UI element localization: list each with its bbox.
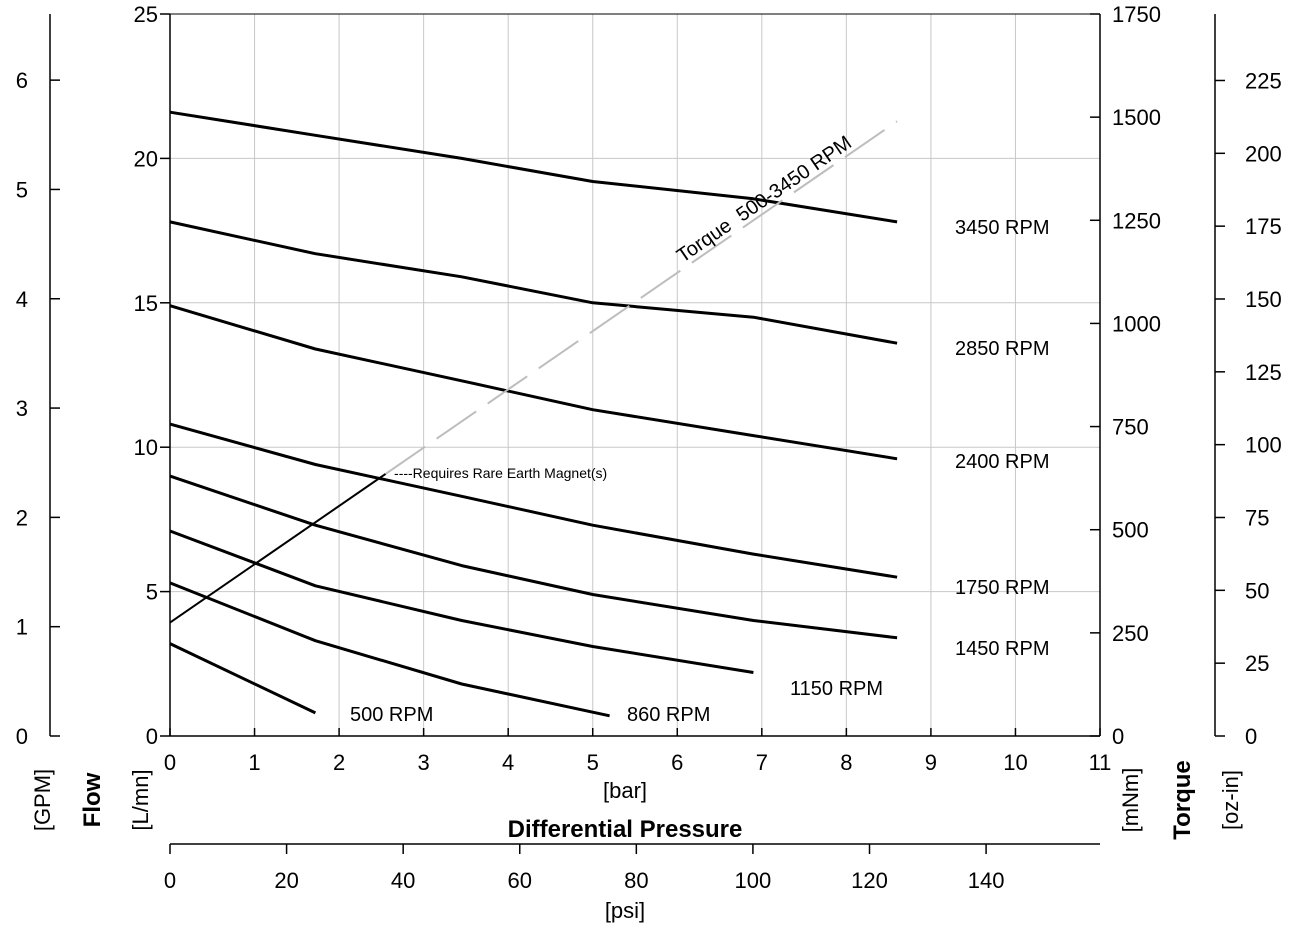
tick-label-ozin: 100 [1245, 433, 1282, 458]
tick-label-gpm: 2 [16, 505, 28, 530]
y-axis-title-flow: Flow [79, 772, 106, 827]
tick-label-gpm: 5 [16, 177, 28, 202]
tick-label-ozin: 0 [1245, 724, 1257, 749]
tick-label-bar: 4 [502, 750, 514, 775]
tick-label-ozin: 50 [1245, 578, 1269, 603]
tick-label-gpm: 3 [16, 396, 28, 421]
tick-label-ozin: 150 [1245, 287, 1282, 312]
tick-label-bar: 3 [418, 750, 430, 775]
labels: [bar] Differential Pressure [psi] [GPM] Flow… [30, 132, 1243, 923]
tick-label-mnm: 500 [1112, 518, 1149, 543]
tick-label-lmn: 0 [146, 724, 158, 749]
flow-curve-2400-rpm [169, 304, 898, 461]
tick-label-mnm: 0 [1112, 724, 1124, 749]
tick-label-gpm: 4 [16, 287, 28, 312]
tick-label-lmn: 15 [134, 291, 158, 316]
y-unit-mnm: [mNm] [1118, 768, 1143, 833]
flow-curve-2850-rpm [169, 220, 898, 345]
flow-curve-500-rpm [169, 642, 317, 715]
torque-line-label: Torque 500-3450 RPM [673, 132, 856, 267]
tick-label-mnm: 1750 [1112, 2, 1161, 27]
tick-label-mnm: 250 [1112, 621, 1149, 646]
tick-label-bar: 7 [756, 750, 768, 775]
tick-label-bar: 8 [840, 750, 852, 775]
tick-label-bar: 5 [587, 750, 599, 775]
x-unit-psi: [psi] [605, 898, 645, 923]
flow-curve-3450-rpm [169, 110, 898, 224]
tick-label-bar: 0 [164, 750, 176, 775]
tick-label-ozin: 175 [1245, 214, 1282, 239]
curve-label-860-rpm: 860 RPM [627, 704, 710, 726]
tick-label-gpm: 0 [16, 724, 28, 749]
y-unit-ozin: [oz-in] [1218, 770, 1243, 830]
tick-label-mnm: 750 [1112, 415, 1149, 440]
curve-label-1150-rpm: 1150 RPM [790, 678, 883, 700]
tick-label-bar: 11 [1089, 750, 1112, 775]
curve-label-1750-rpm: 1750 RPM [955, 577, 1050, 599]
grid-lines [170, 14, 1100, 736]
tick-label-lmn: 5 [146, 580, 158, 605]
y-axis-title-torque: Torque [1169, 760, 1196, 840]
y-unit-lmn: [L/mn] [128, 769, 153, 830]
tick-label-psi: 0 [164, 868, 176, 893]
tick-label-lmn: 10 [134, 435, 158, 460]
tick-label-bar: 6 [671, 750, 683, 775]
tick-label-ozin: 225 [1245, 68, 1282, 93]
torque-line-dashed [385, 120, 898, 475]
flow-curves [169, 110, 898, 718]
tick-label-bar: 9 [925, 750, 937, 775]
tick-label-psi: 120 [851, 868, 888, 893]
tick-label-bar: 1 [248, 750, 260, 775]
tick-label-psi: 140 [968, 868, 1005, 893]
tick-label-gpm: 6 [16, 68, 28, 93]
tick-label-ozin: 75 [1245, 505, 1269, 530]
flow-curve-860-rpm [169, 581, 610, 718]
tick-label-mnm: 1500 [1112, 105, 1161, 130]
rare-earth-magnet-note: ----Requires Rare Earth Magnet(s) [394, 465, 607, 481]
flow-curve-1450-rpm [169, 474, 898, 640]
flow-curve-1750-rpm [169, 422, 898, 579]
tick-label-bar: 2 [333, 750, 345, 775]
curve-label-1450-rpm: 1450 RPM [955, 638, 1050, 660]
tick-label-ozin: 25 [1245, 651, 1269, 676]
curve-label-2850-rpm: 2850 RPM [955, 338, 1050, 360]
curve-label-3450-rpm: 3450 RPM [955, 217, 1050, 239]
y-unit-gpm: [GPM] [30, 769, 55, 831]
curve-label-500-rpm: 500 RPM [350, 704, 433, 726]
curve-label-2400-rpm: 2400 RPM [955, 451, 1050, 473]
tick-label-ozin: 200 [1245, 141, 1282, 166]
tick-label-mnm: 1000 [1112, 311, 1161, 336]
tick-label-ozin: 125 [1245, 360, 1282, 385]
x-axis-title: Differential Pressure [508, 816, 743, 843]
axes: 0510152025012345602505007501000125015001… [16, 2, 1282, 893]
tick-label-psi: 80 [624, 868, 648, 893]
tick-label-psi: 60 [508, 868, 532, 893]
tick-label-psi: 100 [735, 868, 772, 893]
tick-label-psi: 20 [274, 868, 298, 893]
torque-curve [169, 120, 898, 624]
x-unit-bar: [bar] [603, 778, 647, 803]
tick-label-lmn: 25 [134, 2, 158, 27]
flow-curve-1150-rpm [169, 529, 754, 674]
torque-line-solid [169, 473, 387, 624]
tick-label-bar: 10 [1003, 750, 1027, 775]
tick-label-mnm: 1250 [1112, 208, 1161, 233]
tick-label-gpm: 1 [16, 615, 28, 640]
tick-label-lmn: 20 [134, 146, 158, 171]
tick-label-psi: 40 [391, 868, 415, 893]
